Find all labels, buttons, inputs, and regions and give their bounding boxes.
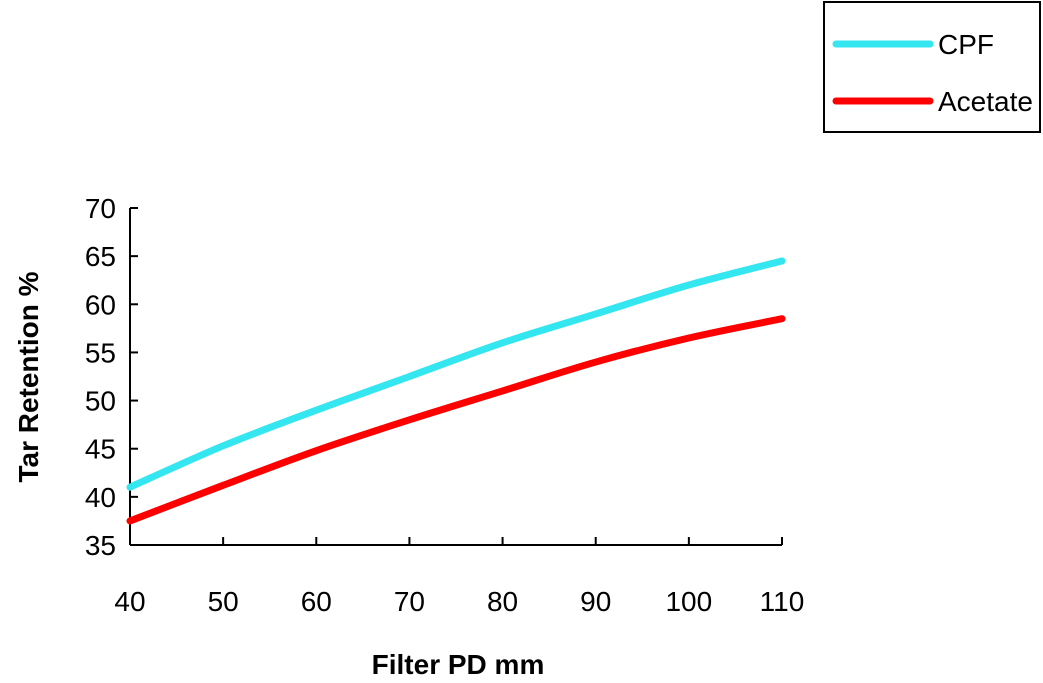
x-tick-label: 60 xyxy=(301,586,332,617)
y-tick-label: 50 xyxy=(85,386,116,417)
y-tick-label: 40 xyxy=(85,482,116,513)
series-line-cpf xyxy=(126,257,786,491)
y-tick-label: 55 xyxy=(85,337,116,368)
y-tick-label: 35 xyxy=(85,530,116,561)
y-tick-label: 70 xyxy=(85,193,116,224)
x-tick-label: 50 xyxy=(208,586,239,617)
y-axis-title: Tar Retention % xyxy=(13,271,44,482)
x-tick-label: 70 xyxy=(394,586,425,617)
y-tick-label: 60 xyxy=(85,289,116,320)
series-layer xyxy=(126,257,786,525)
legend: CPF Acetate xyxy=(823,1,1041,133)
legend-label-acetate: Acetate xyxy=(938,86,1033,117)
x-tick-label: 90 xyxy=(580,586,611,617)
x-tick-label: 100 xyxy=(665,586,712,617)
legend-label-cpf: CPF xyxy=(938,29,994,60)
x-tick-label: 40 xyxy=(114,586,145,617)
axes: 35 40 45 50 55 60 65 70 40 50 60 70 80 90 100 110 xyxy=(85,193,804,617)
y-tick-label: 65 xyxy=(85,241,116,272)
x-tick-label: 110 xyxy=(760,586,805,617)
x-ticks: 40 50 60 70 80 90 100 110 xyxy=(114,537,804,617)
x-axis-title: Filter PD mm xyxy=(372,649,545,680)
legend-box xyxy=(823,1,1041,133)
x-tick-label: 80 xyxy=(487,586,518,617)
y-tick-label: 45 xyxy=(85,434,116,465)
y-ticks: 35 40 45 50 55 60 65 70 xyxy=(85,193,138,561)
series-line-acetate xyxy=(126,315,786,525)
